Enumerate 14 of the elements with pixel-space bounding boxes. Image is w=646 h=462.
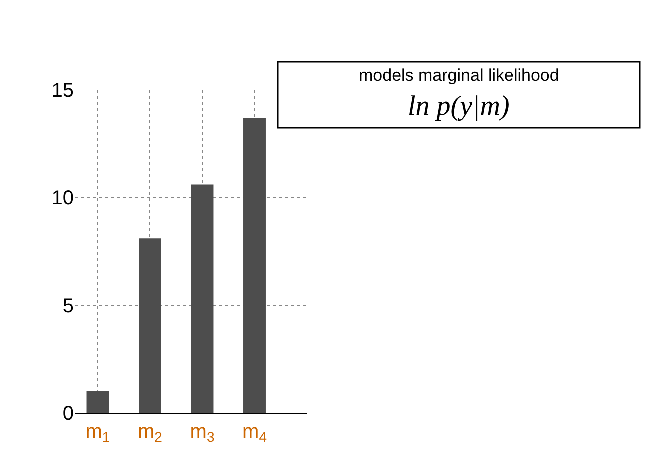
y-tick-label: 10 — [52, 188, 74, 210]
text: models marginal likelihood — [359, 66, 560, 85]
bar — [86, 391, 110, 413]
text: ln p(y|m) — [408, 91, 510, 122]
x-tick-label: m$_{3}$ — [190, 421, 215, 446]
bar — [139, 238, 162, 413]
x-tick-label: m$_{1}$ — [86, 421, 110, 446]
bar — [191, 184, 214, 413]
y-tick-label: 15 — [52, 80, 74, 102]
x-tick-label: m$_{4}$ — [242, 421, 268, 446]
y-tick-label: 5 — [62, 295, 74, 318]
y-tick-label: 0 — [62, 403, 74, 425]
bar — [244, 118, 266, 413]
x-tick-label: m$_{2}$ — [138, 421, 163, 446]
